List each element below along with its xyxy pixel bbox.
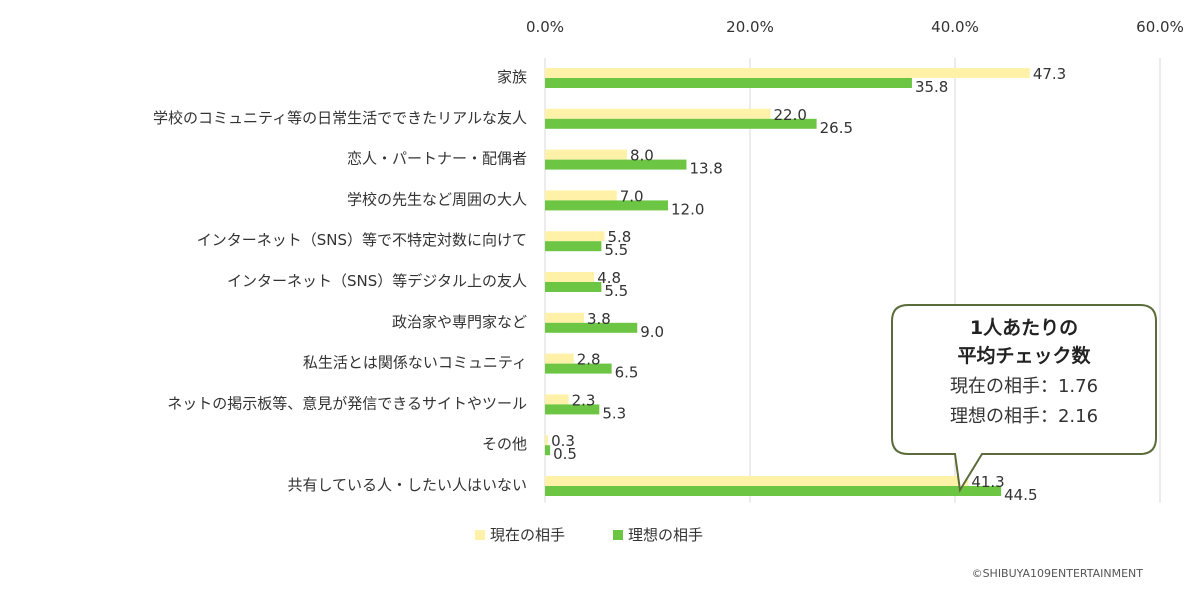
data-label: 47.3 bbox=[1033, 65, 1066, 83]
bar-current bbox=[545, 190, 617, 201]
legend-ideal-label: 理想の相手 bbox=[628, 526, 703, 544]
data-label: 35.8 bbox=[915, 78, 948, 96]
category-label: 共有している人・したい人はいない bbox=[287, 476, 527, 494]
bar-current bbox=[545, 476, 969, 486]
data-label: 2.3 bbox=[572, 391, 596, 409]
callout-title-line1: 1人あたりの bbox=[970, 317, 1078, 339]
x-tick-label: 0.0% bbox=[526, 18, 564, 36]
legend: 現在の相手 理想の相手 bbox=[475, 526, 703, 544]
bar-current bbox=[545, 149, 627, 160]
data-label: 5.5 bbox=[604, 241, 628, 259]
category-labels: 家族学校のコミュニティ等の日常生活でできたリアルな友人恋人・パートナー・配偶者学… bbox=[153, 68, 527, 494]
copyright-text: ©SHIBUYA109ENTERTAINMENT bbox=[972, 567, 1144, 580]
data-label: 12.0 bbox=[671, 200, 704, 218]
x-tick-label: 40.0% bbox=[931, 18, 979, 36]
category-label: 家族 bbox=[497, 68, 527, 86]
category-label: 私生活とは関係ないコミュニティ bbox=[303, 354, 527, 372]
category-label: ネットの掲示板等、意見が発信できるサイトやツール bbox=[167, 394, 527, 412]
data-label: 13.8 bbox=[689, 160, 722, 178]
callout-title-line2: 平均チェック数 bbox=[957, 344, 1091, 367]
category-label: その他 bbox=[482, 435, 527, 453]
bar-current bbox=[545, 68, 1030, 78]
bar-current bbox=[545, 394, 569, 405]
data-label: 5.3 bbox=[602, 404, 626, 422]
bar-ideal bbox=[545, 118, 817, 129]
category-label: 恋人・パートナー・配偶者 bbox=[347, 150, 527, 168]
category-label: インターネット（SNS）等で不特定対数に向けて bbox=[197, 231, 527, 249]
data-label: 22.0 bbox=[774, 106, 807, 124]
legend-ideal-swatch bbox=[613, 530, 623, 540]
callout-box: 1人あたりの 平均チェック数 現在の相手：1.76 理想の相手：2.16 bbox=[891, 304, 1157, 493]
bar-ideal bbox=[545, 159, 687, 170]
bar-current bbox=[545, 272, 595, 282]
bars bbox=[545, 68, 1030, 496]
bar-ideal bbox=[545, 404, 600, 415]
data-label: 4.8 bbox=[597, 269, 621, 287]
bar-ideal bbox=[545, 200, 668, 211]
bar-current bbox=[545, 353, 574, 364]
x-tick-label: 60.0% bbox=[1136, 18, 1184, 36]
data-label: 5.5 bbox=[604, 282, 628, 300]
bar-ideal bbox=[545, 78, 912, 88]
x-axis-ticks: 0.0% 20.0% 40.0% 60.0% bbox=[526, 18, 1184, 36]
data-label: 9.0 bbox=[640, 323, 664, 341]
data-label: 0.3 bbox=[551, 432, 575, 450]
category-label: 学校のコミュニティ等の日常生活でできたリアルな友人 bbox=[153, 109, 527, 127]
bar-ideal bbox=[545, 486, 1002, 496]
category-label: インターネット（SNS）等デジタル上の友人 bbox=[227, 272, 527, 290]
bar-ideal bbox=[545, 241, 602, 252]
bar-current bbox=[545, 435, 549, 446]
data-label: 0.5 bbox=[553, 445, 577, 463]
data-label: 5.8 bbox=[607, 228, 631, 246]
data-label: 44.5 bbox=[1004, 486, 1037, 504]
data-label: 8.0 bbox=[630, 147, 654, 165]
callout-current-average: 現在の相手：1.76 bbox=[950, 376, 1098, 397]
data-label: 7.0 bbox=[620, 187, 644, 205]
data-label: 26.5 bbox=[820, 119, 853, 137]
bar-current bbox=[545, 312, 584, 323]
bar-current bbox=[545, 231, 605, 242]
bar-ideal bbox=[545, 363, 612, 374]
x-tick-label: 20.0% bbox=[726, 18, 774, 36]
data-label: 6.5 bbox=[615, 364, 639, 382]
data-label: 3.8 bbox=[587, 310, 611, 328]
data-label: 41.3 bbox=[971, 473, 1004, 491]
callout-ideal-average: 理想の相手：2.16 bbox=[950, 406, 1098, 427]
category-label: 政治家や専門家など bbox=[392, 313, 527, 331]
legend-current-label: 現在の相手 bbox=[490, 526, 565, 544]
bar-ideal bbox=[545, 322, 638, 333]
legend-current-swatch bbox=[475, 530, 485, 540]
callout-bubble bbox=[891, 304, 1157, 493]
bar-ideal bbox=[545, 282, 602, 292]
data-labels: 47.335.822.026.58.013.87.012.05.85.54.85… bbox=[551, 65, 1066, 504]
data-label: 2.8 bbox=[577, 351, 601, 369]
category-label: 学校の先生など周囲の大人 bbox=[347, 190, 527, 208]
bar-ideal bbox=[545, 445, 551, 456]
bar-current bbox=[545, 108, 771, 119]
